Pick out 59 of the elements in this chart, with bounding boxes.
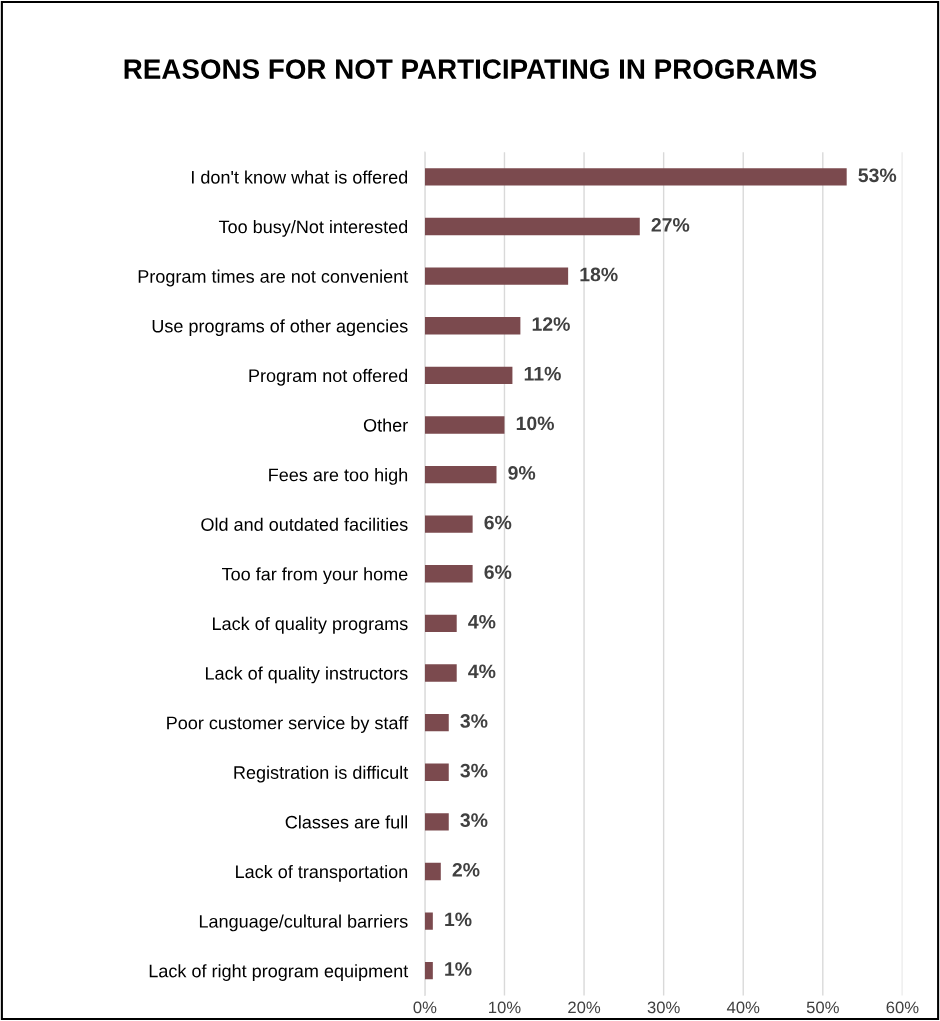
data-label: 6% [484,515,512,530]
data-label: 9% [508,466,536,480]
bar [424,366,513,385]
bar [424,317,521,335]
bar [424,168,847,186]
data-label: 1% [445,912,472,927]
y-tick-label: Other [363,418,408,432]
y-tick-label: Lack of quality instructors [205,666,408,684]
data-label: 2% [452,862,480,877]
data-label: 11% [524,366,561,381]
x-tick-label: 40% [726,1001,760,1014]
y-tick-label: Lack of right program equipment [149,964,409,981]
bar [424,217,640,236]
bar [424,763,449,781]
y-tick-label: Too busy/Not interested [218,220,408,237]
data-label: 6% [484,565,512,580]
bar [424,813,449,831]
data-label: 4% [468,614,496,629]
bar [424,862,441,881]
data-label: 1% [445,962,472,976]
data-label: 27% [651,217,690,232]
y-tick-label: Poor customer service by staff [167,716,409,733]
x-tick-label: 10% [489,1001,521,1014]
x-tick-label: 60% [886,1001,919,1014]
x-tick-label: 0% [413,1001,437,1014]
data-label: 10% [516,416,554,431]
bar [424,416,505,434]
y-tick-label: Lack of quality programs [213,616,408,634]
y-tick-label: Registration is difficult [234,765,409,783]
y-tick-label: Lack of transportation [236,864,408,882]
y-tick-label: I don't know what is offered [191,170,408,184]
data-label: 4% [468,664,496,679]
data-label: 3% [460,763,488,778]
x-tick-label: 20% [568,1001,601,1014]
chart-title: REASONS FOR NOT PARTICIPATING IN PROGRAMS [124,59,817,79]
y-tick-label: Program times are not convenient [138,269,409,287]
data-label: 12% [532,317,570,331]
x-tick-label: 50% [806,1001,839,1014]
y-tick-label: Old and outdated facilities [201,517,408,531]
data-label: 18% [580,267,618,282]
data-label: 3% [460,714,488,728]
y-tick-label: Too far from your home [222,567,408,585]
x-tick-label: 30% [647,1001,680,1014]
y-tick-label: Classes are full [285,815,408,829]
data-label: 3% [460,813,488,828]
bar [424,465,497,484]
y-tick-label: Use programs of other agencies [152,319,408,337]
y-tick-label: Fees are too high [269,468,408,485]
y-tick-label: Program not offered [249,368,408,386]
bar [424,713,449,732]
bar [424,515,473,533]
bar [424,912,433,930]
y-tick-label: Language/cultural barriers [199,914,408,932]
bar [424,664,457,682]
bar [424,267,569,285]
bar [424,565,473,583]
data-label: 53% [858,168,897,183]
bar [424,614,457,633]
bar [424,961,433,980]
